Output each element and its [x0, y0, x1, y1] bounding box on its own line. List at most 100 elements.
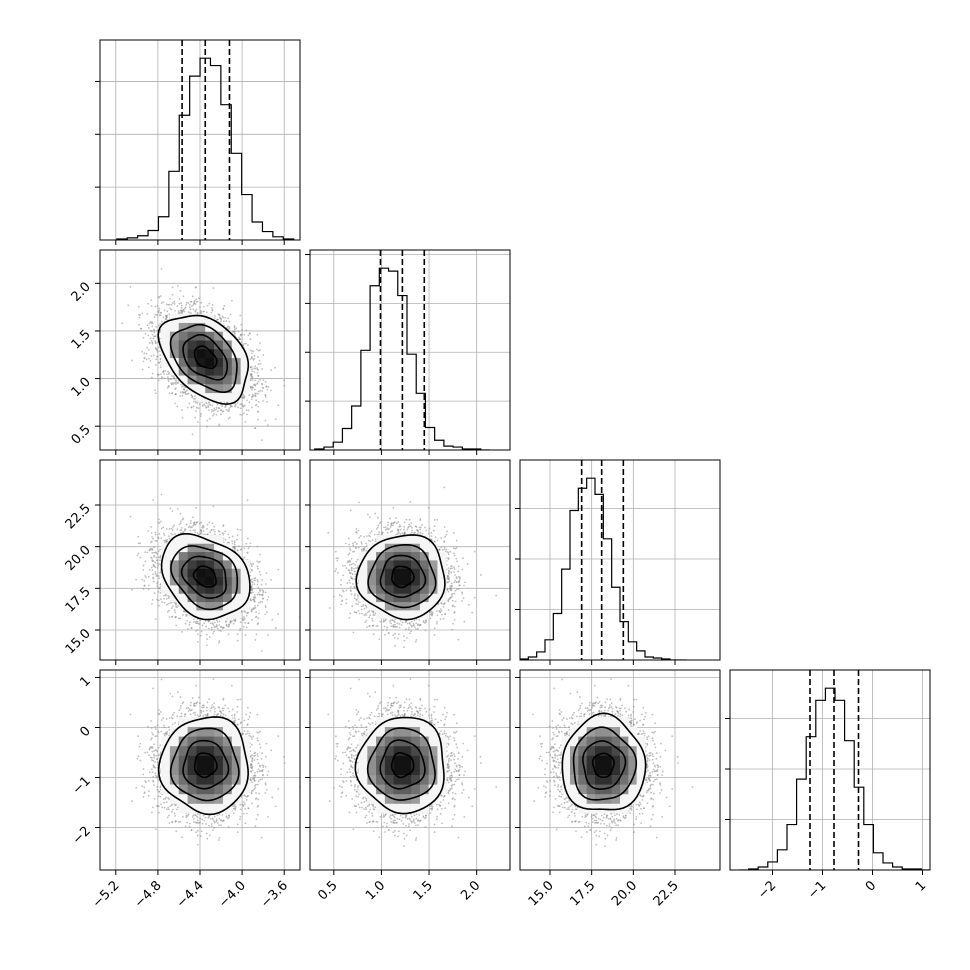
sample-point	[200, 630, 203, 633]
sample-point	[159, 354, 162, 357]
sample-point	[246, 537, 249, 540]
sample-point	[544, 768, 547, 770]
sample-point	[385, 825, 388, 828]
sample-point	[533, 800, 536, 802]
sample-point	[352, 828, 355, 831]
sample-point	[156, 553, 159, 555]
sample-point	[224, 538, 227, 541]
sample-point	[353, 611, 356, 614]
sample-point	[257, 580, 259, 583]
sample-point	[439, 812, 442, 815]
density-cell	[187, 340, 197, 350]
density-cell	[178, 560, 188, 569]
sample-point	[392, 623, 395, 626]
sample-point	[471, 611, 474, 614]
sample-point	[635, 818, 637, 821]
contour-level	[182, 739, 230, 790]
sample-point	[447, 759, 450, 762]
sample-point	[378, 533, 380, 536]
sample-point	[234, 809, 237, 811]
sample-point	[661, 774, 663, 777]
sample-point	[209, 817, 212, 820]
sample-point	[162, 532, 165, 535]
density-cell	[437, 593, 447, 603]
sample-point	[159, 358, 162, 361]
sample-point	[603, 832, 606, 835]
sample-point	[154, 725, 157, 728]
sample-point	[405, 628, 407, 631]
sample-point	[254, 395, 257, 397]
sample-point	[364, 797, 367, 799]
sample-point	[250, 568, 253, 571]
sample-point	[151, 731, 153, 734]
sample-point	[617, 824, 619, 827]
sample-point	[222, 524, 225, 526]
sample-point	[392, 819, 395, 822]
sample-point	[208, 417, 211, 420]
sample-point	[257, 768, 260, 771]
sample-point	[578, 820, 581, 823]
sample-point	[601, 819, 604, 822]
sample-point	[156, 724, 159, 727]
density-cell	[411, 736, 421, 747]
sample-point	[213, 626, 216, 629]
sample-point	[180, 306, 183, 309]
sample-point	[443, 486, 446, 489]
sample-point	[180, 304, 183, 307]
density-cell	[231, 726, 242, 737]
sample-point	[154, 335, 157, 338]
sample-point	[141, 368, 144, 371]
sample-point	[257, 813, 259, 816]
sample-point	[573, 722, 576, 724]
density-cell	[196, 774, 206, 785]
sample-point	[357, 603, 359, 606]
sample-point	[155, 326, 158, 328]
sample-point	[604, 701, 607, 704]
sample-point	[361, 550, 364, 552]
sample-point	[191, 697, 194, 699]
density-cell	[222, 765, 233, 775]
sample-point	[610, 706, 613, 708]
sample-point	[391, 530, 394, 533]
sample-point	[581, 702, 583, 705]
sample-point	[651, 753, 654, 755]
sample-point	[254, 606, 257, 609]
sample-point	[141, 578, 144, 581]
sample-point	[443, 526, 446, 528]
sample-point	[654, 722, 656, 725]
sample-point	[156, 750, 159, 753]
density-cell	[187, 543, 197, 553]
density-cell	[196, 765, 206, 775]
sample-point	[193, 523, 196, 526]
sample-point	[348, 547, 351, 550]
density-cell	[196, 755, 206, 766]
sample-point	[270, 369, 273, 371]
sample-point	[237, 549, 239, 552]
sample-point	[251, 767, 253, 770]
sample-point	[247, 718, 250, 721]
sample-point	[152, 537, 154, 540]
sample-point	[255, 818, 258, 821]
sample-point	[208, 409, 210, 412]
sample-point	[619, 709, 622, 712]
sample-point	[657, 764, 660, 767]
density-cell	[620, 717, 629, 727]
sample-point	[259, 593, 262, 596]
sample-point	[247, 661, 249, 663]
sample-point	[261, 778, 264, 781]
sample-point	[364, 806, 367, 809]
sample-point	[575, 830, 577, 833]
density-cell	[603, 774, 613, 785]
sample-point	[251, 368, 253, 371]
sample-point	[144, 551, 147, 553]
sample-point	[405, 814, 408, 817]
sample-point	[371, 815, 374, 817]
sample-point	[646, 754, 649, 757]
sample-point	[462, 788, 465, 791]
sample-point	[353, 597, 356, 600]
sample-point	[354, 758, 356, 760]
density-cell	[376, 803, 386, 814]
sample-point	[163, 798, 165, 801]
sample-point	[633, 698, 635, 701]
density-cell	[411, 560, 421, 569]
